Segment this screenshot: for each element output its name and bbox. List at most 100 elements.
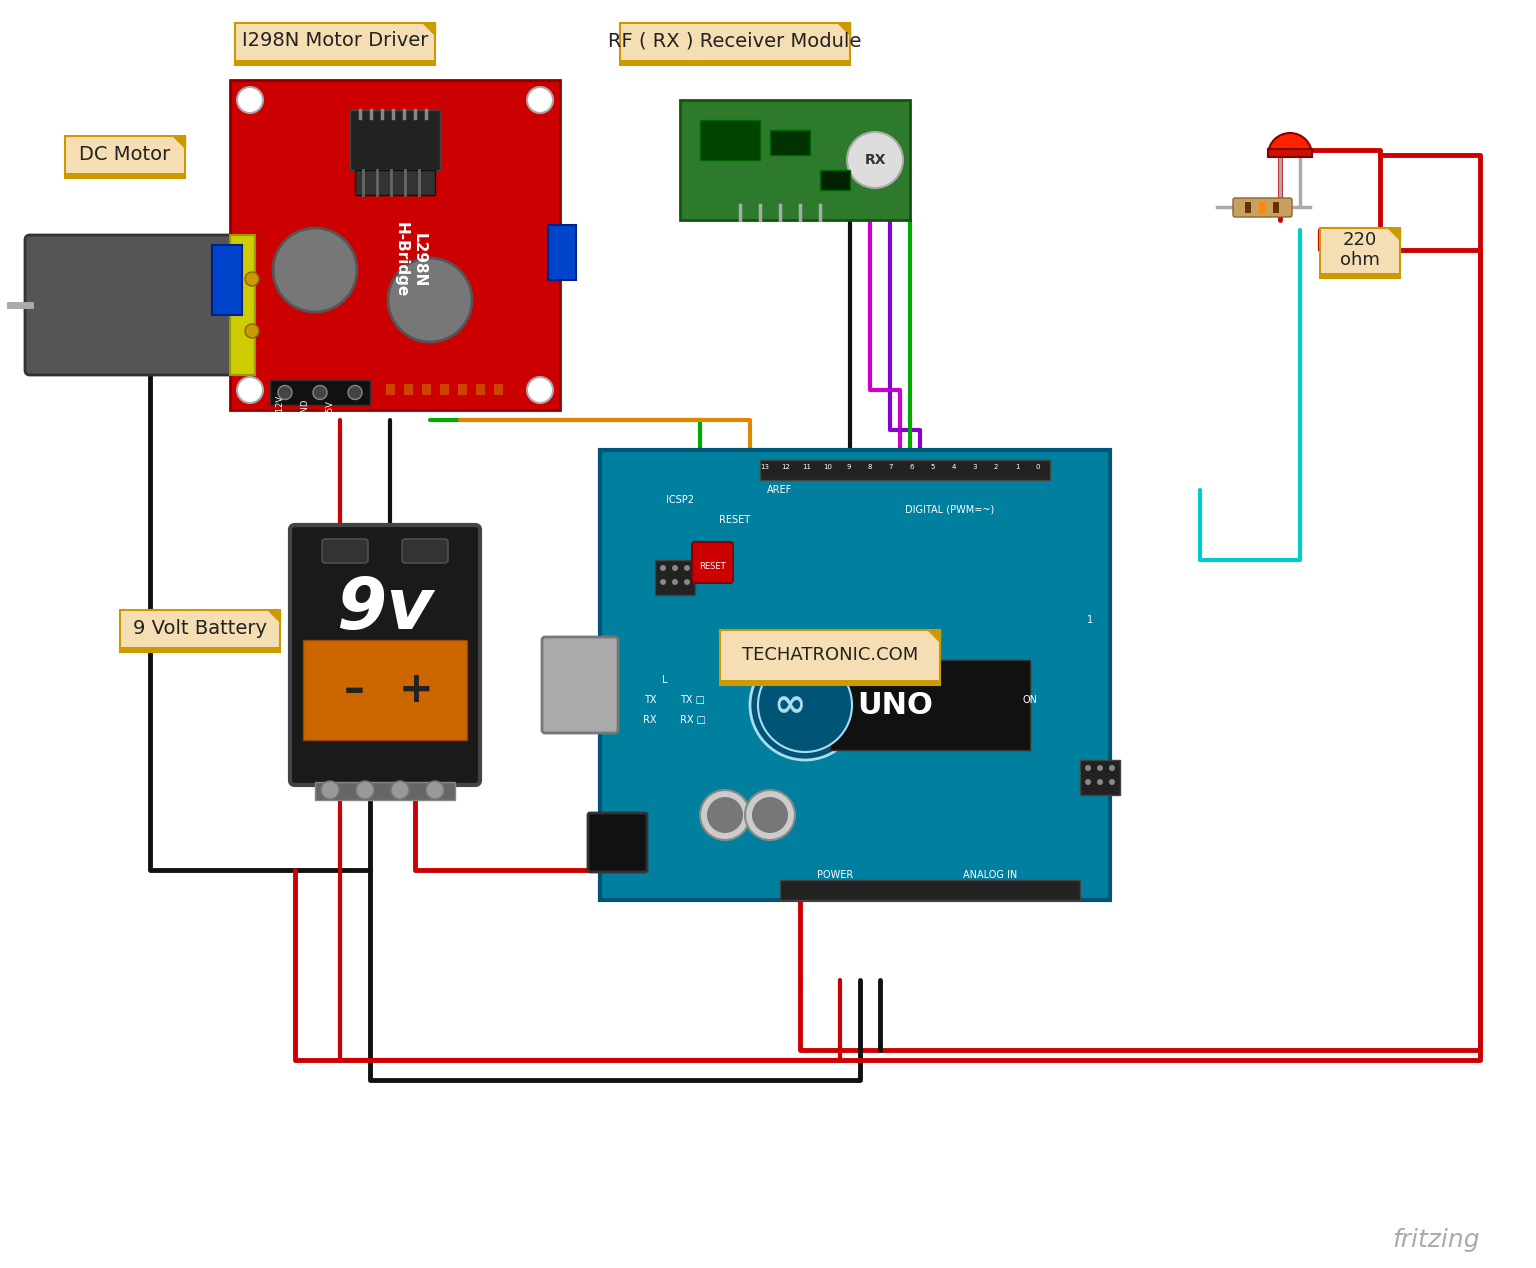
Bar — [402, 383, 413, 396]
Bar — [700, 120, 760, 160]
Text: RESET: RESET — [699, 562, 725, 571]
Text: TX □: TX □ — [680, 695, 705, 705]
Polygon shape — [1389, 228, 1399, 240]
Text: I298N Motor Driver: I298N Motor Driver — [241, 32, 429, 51]
Bar — [770, 131, 809, 155]
FancyBboxPatch shape — [65, 136, 184, 178]
FancyBboxPatch shape — [548, 224, 576, 280]
FancyBboxPatch shape — [621, 23, 849, 65]
Text: AREF: AREF — [768, 484, 793, 495]
Bar — [120, 647, 280, 652]
Text: ∞: ∞ — [774, 686, 806, 724]
Circle shape — [1084, 765, 1091, 771]
Circle shape — [700, 790, 750, 839]
Circle shape — [846, 132, 903, 188]
Text: 9 Volt Battery: 9 Volt Battery — [134, 619, 267, 638]
FancyBboxPatch shape — [235, 23, 435, 65]
Text: 4: 4 — [952, 464, 957, 470]
Polygon shape — [267, 610, 280, 623]
Circle shape — [757, 658, 852, 752]
Text: TECHATRONIC.COM: TECHATRONIC.COM — [742, 645, 919, 663]
Circle shape — [707, 798, 743, 833]
Text: UNO: UNO — [857, 691, 932, 719]
Text: –: – — [344, 670, 366, 711]
Text: RX: RX — [644, 715, 657, 725]
Circle shape — [1084, 779, 1091, 785]
Bar — [760, 460, 1051, 481]
Bar — [720, 680, 940, 685]
Text: 9v: 9v — [336, 576, 433, 644]
Text: ICSP2: ICSP2 — [667, 495, 694, 505]
Text: Arduino™: Arduino™ — [806, 656, 894, 675]
Text: 11: 11 — [802, 464, 811, 470]
Circle shape — [349, 385, 362, 399]
Circle shape — [527, 87, 553, 113]
FancyBboxPatch shape — [601, 450, 1111, 900]
Circle shape — [660, 579, 667, 585]
Text: ON: ON — [1023, 695, 1037, 705]
Text: L: L — [662, 675, 668, 685]
Circle shape — [237, 377, 263, 403]
Circle shape — [237, 87, 263, 113]
Bar — [350, 110, 439, 170]
FancyBboxPatch shape — [588, 813, 647, 872]
Text: DC Motor: DC Motor — [80, 145, 170, 164]
Wedge shape — [1269, 133, 1312, 155]
Text: 12: 12 — [782, 464, 791, 470]
Text: 6: 6 — [909, 464, 914, 470]
Text: 220
ohm: 220 ohm — [1339, 231, 1379, 269]
Circle shape — [1109, 779, 1115, 785]
Circle shape — [750, 650, 860, 760]
Text: L298N
H-Bridge: L298N H-Bridge — [393, 222, 425, 298]
Text: DIGITAL (PWM=~): DIGITAL (PWM=~) — [905, 505, 995, 515]
Bar — [475, 383, 485, 396]
Bar — [1269, 150, 1312, 157]
Circle shape — [1097, 779, 1103, 785]
FancyBboxPatch shape — [402, 539, 449, 563]
Text: RESET: RESET — [719, 515, 751, 525]
Text: POWER: POWER — [817, 870, 852, 880]
Circle shape — [425, 781, 444, 799]
Bar — [458, 383, 467, 396]
Circle shape — [313, 385, 327, 399]
Circle shape — [392, 781, 409, 799]
FancyBboxPatch shape — [542, 637, 617, 733]
Bar — [1080, 760, 1120, 795]
Bar — [654, 560, 694, 595]
Text: 3: 3 — [972, 464, 977, 470]
Circle shape — [1097, 765, 1103, 771]
Circle shape — [660, 566, 667, 571]
FancyBboxPatch shape — [1319, 228, 1399, 278]
FancyBboxPatch shape — [212, 245, 243, 314]
FancyBboxPatch shape — [25, 235, 235, 375]
FancyBboxPatch shape — [693, 541, 733, 583]
Bar — [235, 60, 435, 65]
FancyBboxPatch shape — [270, 380, 370, 404]
Circle shape — [527, 377, 553, 403]
Polygon shape — [839, 23, 849, 36]
Circle shape — [278, 385, 292, 399]
FancyBboxPatch shape — [323, 539, 369, 563]
Circle shape — [246, 273, 260, 287]
FancyBboxPatch shape — [680, 100, 909, 221]
Text: 1: 1 — [1087, 615, 1094, 625]
Text: TX: TX — [644, 695, 656, 705]
Circle shape — [246, 325, 260, 339]
Bar — [315, 782, 455, 800]
Text: 7: 7 — [889, 464, 894, 470]
Text: 5: 5 — [931, 464, 935, 470]
Text: 0: 0 — [1035, 464, 1040, 470]
Text: 10: 10 — [823, 464, 833, 470]
Circle shape — [356, 781, 373, 799]
Bar — [1273, 202, 1279, 213]
Text: 1: 1 — [1015, 464, 1020, 470]
Text: 9: 9 — [846, 464, 851, 470]
Polygon shape — [174, 136, 184, 148]
Bar — [1319, 273, 1399, 278]
Text: +: + — [398, 670, 433, 711]
Text: ANALOG IN: ANALOG IN — [963, 870, 1017, 880]
Circle shape — [684, 579, 690, 585]
Bar — [439, 383, 449, 396]
Polygon shape — [422, 23, 435, 36]
Text: RX: RX — [865, 153, 886, 167]
